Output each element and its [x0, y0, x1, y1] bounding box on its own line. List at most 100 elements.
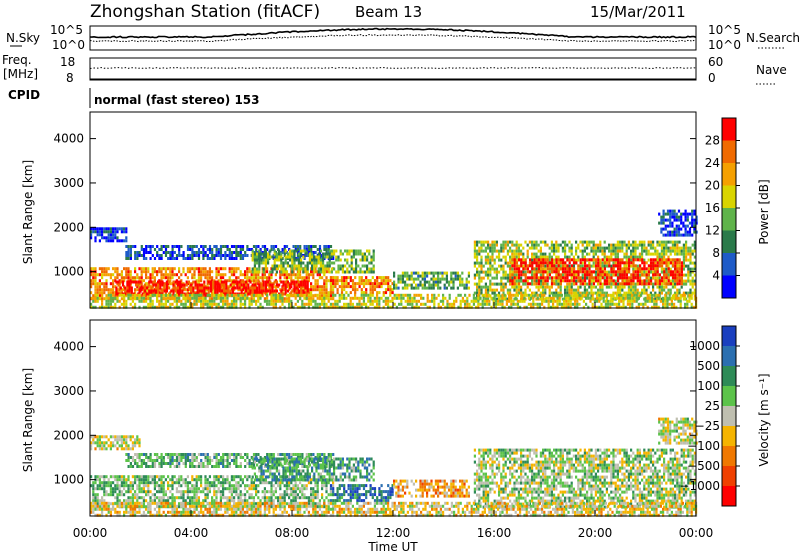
heatmap-cell: [140, 282, 143, 286]
heatmap-cell: [126, 283, 129, 287]
heatmap-cell: [356, 302, 359, 306]
heatmap-cell: [197, 299, 200, 303]
heatmap-cell: [237, 254, 240, 257]
heatmap-cell: [112, 293, 115, 297]
heatmap-cell: [514, 296, 517, 300]
heatmap-cell: [621, 243, 624, 247]
heatmap-cell: [437, 277, 440, 281]
heatmap-cell: [258, 261, 261, 265]
heatmap-cell: [173, 282, 176, 286]
heatmap-cell: [550, 285, 553, 289]
heatmap-cell: [186, 296, 189, 300]
heatmap-cell: [516, 299, 519, 303]
heatmap-cell: [245, 283, 248, 287]
heatmap-cell: [655, 293, 658, 297]
heatmap-cell: [318, 245, 322, 248]
heatmap-cell: [338, 285, 341, 289]
heatmap-cell: [318, 273, 321, 277]
heatmap-cell: [313, 264, 316, 268]
heatmap-cell: [453, 299, 456, 303]
heatmap-cell: [566, 273, 569, 277]
heatmap-cell: [522, 264, 525, 268]
heatmap-cell: [252, 299, 255, 303]
heatmap-cell: [233, 282, 236, 286]
heatmap-cell: [284, 283, 287, 287]
heatmap-cell: [521, 299, 524, 303]
heatmap-cell: [605, 255, 608, 259]
heatmap-cell: [432, 280, 435, 284]
heatmap-cell: [272, 299, 275, 303]
heatmap-cell: [324, 264, 327, 268]
heatmap-cell: [238, 280, 241, 284]
heatmap-cell: [669, 209, 672, 213]
heatmap-cell: [632, 276, 635, 280]
heatmap-cell: [561, 249, 564, 253]
heatmap-cell: [335, 270, 338, 274]
heatmap-cell: [672, 273, 675, 277]
heatmap-cell: [207, 280, 210, 284]
heatmap-cell: [125, 302, 128, 306]
heatmap-cell: [647, 243, 650, 247]
heatmap-cell: [658, 279, 661, 283]
heatmap-cell: [332, 279, 335, 283]
heatmap-cell: [577, 258, 580, 262]
heatmap-cell: [247, 286, 250, 290]
heatmap-cell: [153, 279, 156, 283]
heatmap-cell: [484, 285, 487, 289]
heatmap-cell: [500, 285, 503, 289]
heatmap-cell: [357, 252, 360, 256]
heatmap-cell: [660, 240, 663, 244]
heatmap-cell: [249, 286, 252, 290]
heatmap-cell: [261, 245, 264, 248]
heatmap-cell: [667, 264, 670, 268]
heatmap-cell: [674, 282, 677, 286]
heatmap-cell: [518, 282, 521, 286]
heatmap-cell: [149, 296, 152, 300]
heatmap-cell: [202, 254, 205, 257]
heatmap-cell: [264, 264, 267, 268]
heatmap-cell: [676, 267, 679, 271]
heatmap-cell: [172, 280, 175, 284]
heatmap-cell: [371, 302, 374, 306]
heatmap-cell: [120, 230, 123, 234]
heatmap-cell: [511, 285, 514, 289]
heatmap-cell: [134, 267, 137, 271]
heatmap-cell: [497, 299, 500, 303]
heatmap-cell: [446, 299, 449, 303]
heatmap-cell: [547, 296, 550, 300]
heatmap-cell: [450, 305, 453, 309]
heatmap-cell: [603, 258, 606, 262]
heatmap-cell: [217, 251, 220, 254]
heatmap-cell: [498, 258, 501, 262]
heatmap-cell: [105, 270, 108, 274]
heatmap-cell: [380, 296, 383, 300]
heatmap-cell: [478, 249, 481, 253]
heatmap-cell: [630, 276, 633, 280]
heatmap-cell: [239, 293, 242, 297]
heatmap-cell: [491, 267, 494, 271]
heatmap-cell: [454, 271, 457, 275]
heatmap-cell: [98, 294, 101, 298]
heatmap-cell: [179, 289, 182, 293]
heatmap-cell: [677, 299, 680, 303]
heatmap-cell: [413, 293, 416, 297]
heatmap-cell: [275, 258, 278, 262]
heatmap-cell: [575, 282, 578, 286]
heatmap-cell: [241, 293, 244, 297]
heatmap-cell: [290, 302, 293, 306]
heatmap-cell: [344, 258, 347, 262]
heatmap-cell: [292, 267, 295, 271]
heatmap-cell: [450, 274, 453, 278]
heatmap-cell: [682, 252, 685, 256]
heatmap-cell: [328, 270, 331, 274]
heatmap-cell: [90, 296, 93, 300]
heatmap-cell: [164, 251, 168, 254]
heatmap-cell: [662, 215, 665, 219]
heatmap-cell: [332, 282, 335, 286]
heatmap-cell: [546, 276, 549, 280]
heatmap-cell: [303, 296, 306, 300]
heatmap-cell: [415, 286, 418, 290]
heatmap-cell: [123, 276, 126, 280]
heatmap-cell: [464, 299, 467, 303]
heatmap-cell: [630, 255, 633, 259]
